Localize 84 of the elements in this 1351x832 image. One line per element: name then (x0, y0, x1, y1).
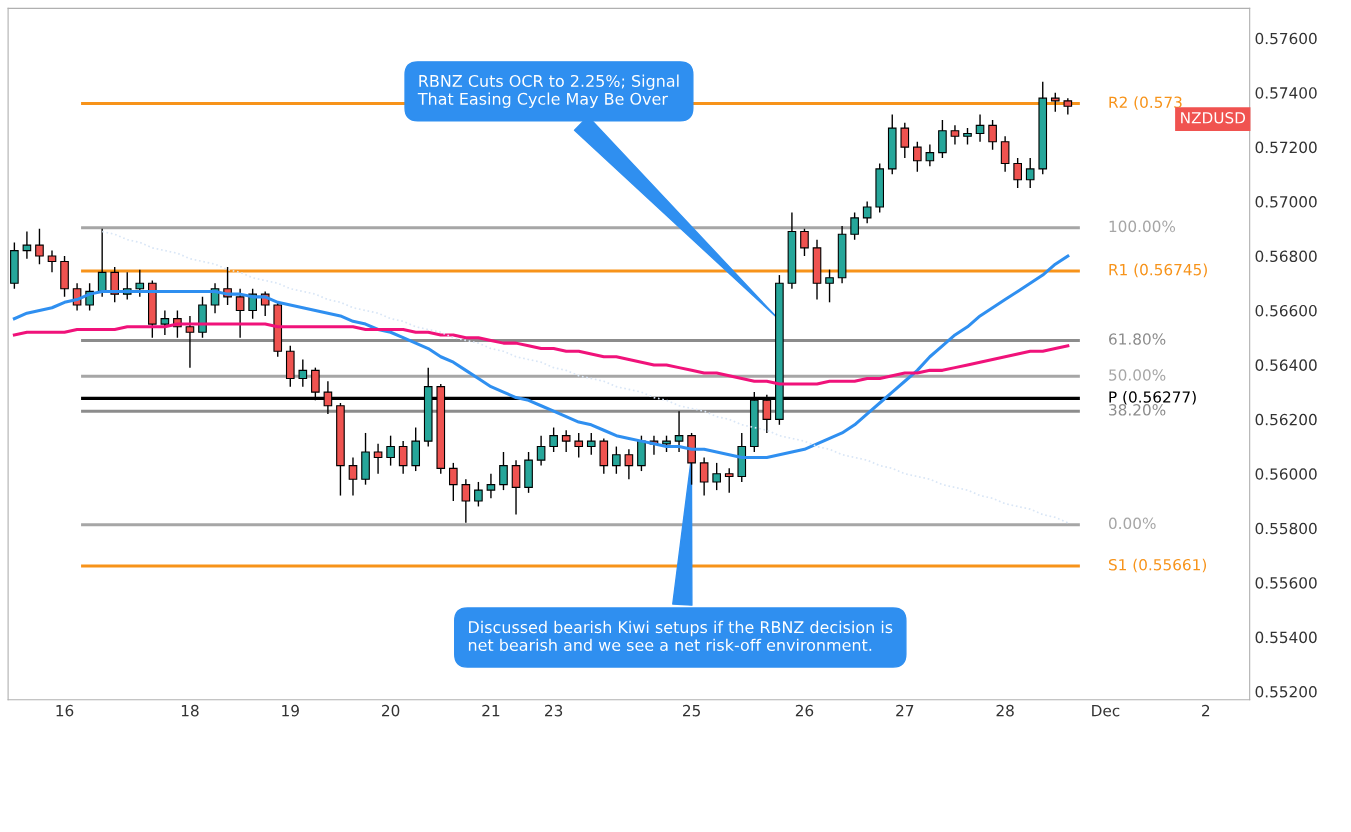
y-tick-label: 0.55200 (1255, 686, 1317, 698)
candlestick (135, 268, 145, 298)
candlestick (499, 451, 508, 491)
candlestick (1000, 135, 1010, 173)
annotation: NZDUSD (1181, 112, 1246, 124)
candlestick (561, 429, 571, 453)
candlestick (35, 228, 44, 265)
candlestick (699, 456, 709, 497)
ref-line-label: P (0.56277) (1109, 391, 1196, 405)
annotation: 0.00% (1108, 517, 1156, 530)
annotation: RBNZ Cuts OCR to 2.25%; Signal That Easing Cycle May Be Over (417, 74, 679, 108)
x-tick-label: 28 (996, 704, 1014, 717)
candlestick (1013, 157, 1022, 189)
candlestick (925, 143, 935, 167)
x-tick-label: 25 (683, 704, 700, 717)
candlestick (536, 434, 546, 467)
y-tick-label: 0.57400 (1255, 87, 1317, 99)
candlestick (988, 119, 997, 151)
annotation: Discussed bearish Kiwi setups if the RBNZ decision is net bearish and we see a net risk-off environment. (468, 620, 893, 652)
candlestick (624, 448, 634, 480)
y-tick-label: 0.57000 (1255, 196, 1317, 208)
x-tick-label: 27 (896, 704, 914, 717)
candlestick (511, 459, 521, 516)
candlestick (825, 268, 834, 303)
x-tick-label: 18 (181, 704, 199, 717)
candlestick (386, 434, 395, 467)
line-series (101, 230, 1069, 524)
annotation: 100.00% (1109, 220, 1176, 233)
candlestick (950, 124, 960, 146)
annotation: 38.20% (1109, 404, 1166, 416)
ref-line-label: S1 (0.55661) (1108, 558, 1207, 573)
x-tick-label: 2 (1202, 704, 1210, 717)
candlestick (612, 445, 621, 475)
candlestick (160, 309, 170, 336)
y-tick-label: 0.57200 (1255, 141, 1317, 154)
y-tick-label: 0.55600 (1255, 577, 1317, 589)
candlestick (474, 481, 483, 508)
candlestick (348, 456, 358, 497)
line-series (12, 254, 1070, 459)
x-tick-label: 19 (282, 704, 299, 717)
candlestick (185, 315, 195, 369)
candlestick (800, 228, 809, 257)
x-tick-label: 21 (482, 704, 500, 717)
y-tick-label: 0.56000 (1255, 468, 1317, 480)
candlestick (448, 462, 458, 502)
candlestick (373, 443, 383, 475)
candlestick (97, 228, 107, 298)
candlestick (913, 141, 922, 173)
candlestick (549, 426, 558, 453)
x-tick-label: 23 (545, 704, 563, 717)
x-tick-label: 16 (56, 704, 74, 717)
x-tick-label: 20 (382, 704, 400, 717)
y-tick-label: 0.55800 (1255, 522, 1317, 535)
candlestick (900, 121, 910, 159)
annotation: 50.00% (1109, 369, 1166, 381)
candlestick (298, 358, 308, 388)
y-tick-label: 0.57600 (1255, 32, 1317, 45)
candlestick (724, 467, 734, 494)
x-tick-label: 26 (795, 704, 814, 717)
y-tick-label: 0.55400 (1255, 631, 1317, 644)
y-tick-label: 0.56800 (1255, 250, 1317, 263)
y-tick-label: 0.56400 (1255, 359, 1317, 371)
candlestick (975, 113, 985, 143)
candlestick (1050, 92, 1060, 113)
candlestick (862, 200, 872, 225)
candlestick (586, 432, 596, 456)
candlestick (47, 249, 57, 274)
candlestick (850, 211, 859, 241)
ref-line-label: R2 (0.573 (1109, 96, 1182, 110)
ref-line-label: R1 (0.56745) (1109, 263, 1207, 278)
candlestick (461, 478, 471, 524)
candlestick (712, 462, 721, 491)
candlestick (1025, 157, 1035, 189)
candlestick (22, 230, 32, 260)
candlestick (486, 473, 496, 499)
x-tick-label: Dec (1092, 705, 1120, 717)
candlestick (938, 119, 947, 159)
candlestick (574, 432, 584, 459)
y-tick-label: 0.56200 (1255, 413, 1317, 426)
annotation: 61.80% (1109, 333, 1166, 345)
candlestick (674, 410, 684, 453)
y-tick-label: 0.56600 (1255, 304, 1317, 317)
candlestick (235, 287, 245, 339)
candlestick (398, 440, 408, 475)
